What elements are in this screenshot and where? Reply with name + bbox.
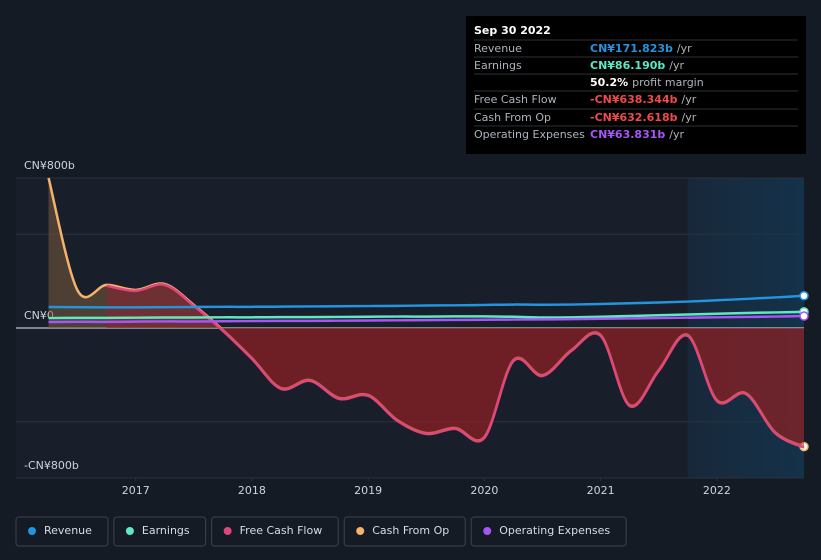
tooltip-unit: /yr: [669, 128, 684, 141]
x-tick-label: 2019: [354, 484, 382, 497]
tooltip-box: [466, 16, 806, 154]
legend-box: [211, 516, 339, 547]
tooltip-date: Sep 30 2022: [474, 24, 551, 37]
legend-dot: [223, 527, 232, 535]
x-tick-label: 2017: [122, 484, 150, 497]
legend-item[interactable]: Earnings: [113, 516, 207, 547]
series-line: [106, 283, 805, 449]
legend-box: [15, 516, 109, 547]
legend-box: [470, 516, 627, 547]
legend-text: Free Cash Flow: [240, 524, 323, 537]
tooltip-label: Revenue: [474, 42, 522, 55]
series-line: [48, 294, 805, 309]
tooltip-label: Operating Expenses: [474, 128, 585, 141]
legend-dot: [28, 527, 36, 535]
tooltip-unit: /yr: [681, 111, 696, 124]
legend-text: Earnings: [142, 524, 190, 537]
legend-item[interactable]: Free Cash Flow: [211, 516, 339, 547]
legend-dot: [483, 527, 492, 535]
tooltip: Sep 30 2022 Revenue CN¥171.823b/yr Earning…: [466, 16, 806, 154]
end-marker: [799, 291, 809, 301]
tooltip-value: -CN¥632.618b: [590, 111, 678, 124]
tooltip-value: CN¥86.190b: [590, 59, 665, 72]
legend-item[interactable]: Cash From Op: [343, 516, 466, 547]
end-marker: [799, 311, 809, 321]
y-tick-label: CN¥800b: [24, 159, 75, 172]
area-positive: [106, 284, 804, 328]
tooltip-unit: /yr: [669, 59, 684, 72]
legend-dot: [125, 527, 134, 535]
x-tick-label: 2018: [238, 484, 266, 497]
legend-item[interactable]: Revenue: [15, 516, 109, 547]
y-tick-label: CN¥0: [24, 309, 54, 322]
y-tick-label: -CN¥800b: [24, 459, 79, 472]
x-tick-label: 2021: [587, 484, 615, 497]
series-line: [48, 310, 805, 320]
legend-text: Revenue: [44, 524, 92, 537]
tooltip-label: Cash From Op: [474, 111, 551, 124]
series-line: [48, 314, 805, 324]
tooltip-label: Earnings: [474, 59, 522, 72]
tooltip-unit: /yr: [677, 42, 692, 55]
legend-text: Operating Expenses: [499, 524, 610, 537]
tooltip-value: -CN¥638.344b: [590, 93, 678, 106]
x-tick-label: 2022: [703, 484, 731, 497]
legend-dot: [356, 527, 365, 535]
legend-box: [343, 516, 466, 547]
legend-box: [113, 516, 207, 547]
x-tick-label: 2020: [470, 484, 498, 497]
area-negative: [106, 328, 804, 448]
tooltip-unit: /yr: [681, 93, 696, 106]
tooltip-value: CN¥63.831b: [590, 128, 665, 141]
legend-item[interactable]: Operating Expenses: [470, 516, 627, 547]
tooltip-label: Free Cash Flow: [474, 93, 557, 106]
tooltip-value: CN¥171.823b: [590, 42, 673, 55]
tooltip-unit: profit margin: [632, 76, 704, 89]
legend-text: Cash From Op: [372, 524, 449, 537]
tooltip-value: 50.2%: [590, 76, 628, 89]
